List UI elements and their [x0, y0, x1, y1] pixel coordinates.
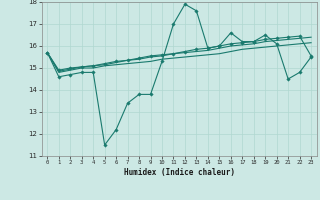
X-axis label: Humidex (Indice chaleur): Humidex (Indice chaleur): [124, 168, 235, 177]
